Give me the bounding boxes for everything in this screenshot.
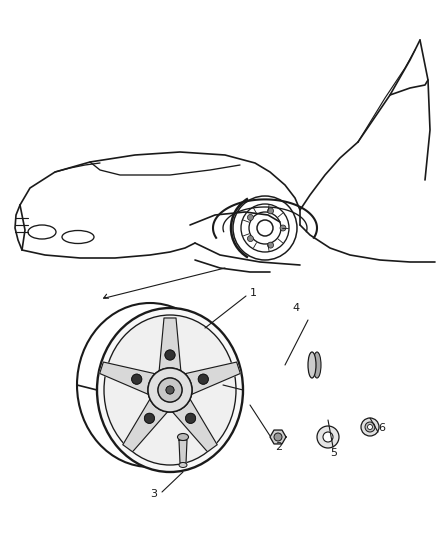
Text: 4: 4 <box>292 303 299 313</box>
Circle shape <box>247 214 254 221</box>
Text: 1: 1 <box>250 288 257 298</box>
Circle shape <box>186 413 196 423</box>
Ellipse shape <box>179 463 187 467</box>
Circle shape <box>365 422 375 432</box>
Ellipse shape <box>313 352 321 378</box>
Circle shape <box>198 374 208 384</box>
Circle shape <box>158 378 182 402</box>
Polygon shape <box>184 362 240 395</box>
Circle shape <box>165 350 175 360</box>
Circle shape <box>198 374 208 384</box>
Circle shape <box>323 432 333 442</box>
Circle shape <box>145 413 155 423</box>
Polygon shape <box>270 430 286 444</box>
Text: 6: 6 <box>378 423 385 433</box>
Polygon shape <box>171 398 217 452</box>
Ellipse shape <box>97 308 243 472</box>
Text: 5: 5 <box>330 448 337 458</box>
Circle shape <box>158 378 182 402</box>
Polygon shape <box>100 362 157 395</box>
Circle shape <box>148 368 192 412</box>
Circle shape <box>317 426 339 448</box>
Circle shape <box>280 225 286 231</box>
Circle shape <box>268 242 274 248</box>
Ellipse shape <box>177 433 188 440</box>
Circle shape <box>148 368 192 412</box>
Ellipse shape <box>104 315 236 465</box>
Circle shape <box>166 386 174 394</box>
Text: 3: 3 <box>150 489 157 499</box>
Ellipse shape <box>308 352 316 378</box>
Circle shape <box>268 208 274 214</box>
Circle shape <box>132 374 142 384</box>
Text: 2: 2 <box>275 442 282 452</box>
Circle shape <box>186 413 196 423</box>
Circle shape <box>166 386 174 394</box>
Polygon shape <box>159 318 181 373</box>
Circle shape <box>274 433 282 441</box>
Polygon shape <box>179 440 187 463</box>
Circle shape <box>145 413 155 423</box>
Circle shape <box>361 418 379 436</box>
Circle shape <box>367 424 372 430</box>
Circle shape <box>132 374 142 384</box>
Circle shape <box>165 350 175 360</box>
Polygon shape <box>123 398 169 452</box>
Circle shape <box>247 236 254 241</box>
